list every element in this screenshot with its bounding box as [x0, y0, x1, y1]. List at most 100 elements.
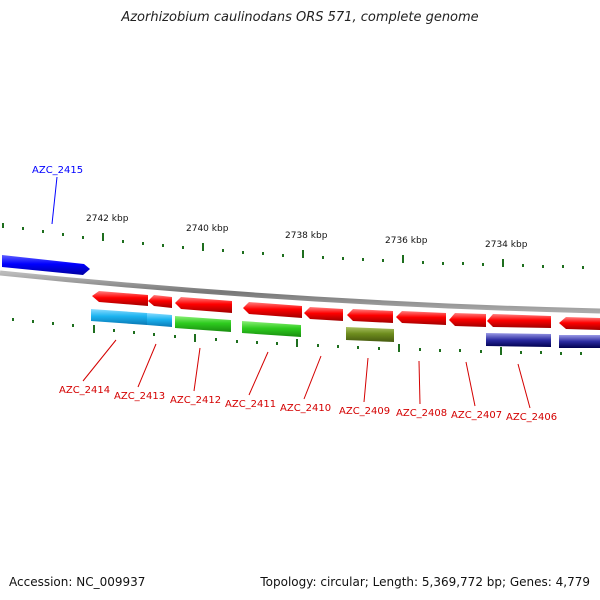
cog-bar [559, 335, 600, 348]
tick-mark [580, 352, 582, 355]
kbp-label: 2740 kbp [186, 224, 229, 234]
tick-mark [222, 249, 224, 252]
tick-mark [215, 338, 217, 341]
tick-mark [337, 345, 339, 348]
gene-AZC_2414[interactable] [92, 291, 148, 306]
tick-mark [262, 252, 264, 255]
cog-bar [91, 309, 147, 325]
tick-mark [459, 349, 461, 352]
tick-mark [342, 257, 344, 260]
leader-line [193, 347, 201, 392]
tick-mark [93, 325, 95, 333]
tick-mark [72, 324, 74, 327]
tick-mark [42, 230, 44, 233]
tick-mark [462, 262, 464, 265]
tick-mark [276, 342, 278, 345]
tick-mark [502, 259, 504, 267]
cog-bar [486, 333, 551, 347]
tick-mark [62, 233, 64, 236]
tick-mark [322, 256, 324, 259]
gene-label-AZC_2408: AZC_2408 [396, 408, 447, 419]
tick-mark [382, 259, 384, 262]
tick-mark [102, 233, 104, 241]
tick-mark [419, 348, 421, 351]
upper-tick-marks [2, 223, 584, 269]
tick-mark [500, 347, 502, 355]
tick-mark [357, 346, 359, 349]
gene-AZC_2406[interactable] [487, 314, 551, 328]
tick-mark [542, 265, 544, 268]
gene-label-AZC_2410: AZC_2410 [280, 403, 331, 414]
tick-mark [378, 347, 380, 350]
leader-line [248, 351, 269, 396]
gene-label-AZC_2412: AZC_2412 [170, 395, 221, 406]
kbp-label: 2742 kbp [86, 214, 129, 224]
tick-mark [402, 255, 404, 263]
cog-category-bars [91, 309, 600, 348]
leader-line [82, 339, 117, 382]
tick-mark [162, 244, 164, 247]
reverse-strand-cds [92, 291, 600, 330]
cog-bar [242, 321, 301, 337]
gene-AZC_2415[interactable] [2, 255, 90, 275]
tick-mark [174, 335, 176, 338]
tick-mark [182, 246, 184, 249]
tick-mark [256, 341, 258, 344]
gene-AZC_2413[interactable] [148, 295, 172, 308]
tick-mark [398, 344, 400, 352]
tick-mark [362, 258, 364, 261]
tick-mark [52, 322, 54, 325]
gene-AZC_2411[interactable] [243, 302, 302, 318]
gene-partial[interactable] [559, 317, 600, 330]
gene-label-AZC_2411: AZC_2411 [225, 399, 276, 410]
kbp-label: 2734 kbp [485, 240, 528, 250]
gene-label-AZC_2415: AZC_2415 [32, 165, 83, 176]
leader-line [303, 355, 322, 400]
tick-mark [582, 266, 584, 269]
leader-line [517, 363, 531, 409]
tick-mark [133, 331, 135, 334]
gene-label-AZC_2414: AZC_2414 [59, 385, 110, 396]
leader-line [465, 361, 476, 407]
gene-AZC_2410[interactable] [304, 307, 343, 321]
tick-mark [22, 227, 24, 230]
kbp-label: 2738 kbp [285, 231, 328, 241]
tick-mark [422, 261, 424, 264]
gene-label-AZC_2413: AZC_2413 [114, 391, 165, 402]
accession-text: Accession: NC_009937 [9, 575, 146, 589]
tick-mark [142, 242, 144, 245]
cog-bar [147, 313, 172, 327]
leader-line [418, 360, 421, 405]
tick-mark [32, 320, 34, 323]
tick-mark [236, 340, 238, 343]
gene-AZC_2412[interactable] [175, 297, 232, 313]
lower-tick-marks [12, 318, 582, 355]
tick-mark [12, 318, 14, 321]
tick-mark [317, 344, 319, 347]
tick-mark [296, 339, 298, 347]
genome-stats-text: Topology: circular; Length: 5,369,772 bp… [260, 575, 590, 589]
tick-mark [480, 350, 482, 353]
tick-mark [2, 223, 4, 228]
tick-mark [560, 352, 562, 355]
tick-mark [282, 254, 284, 257]
tick-mark [302, 250, 304, 258]
tick-mark [522, 264, 524, 267]
gene-AZC_2409[interactable] [347, 309, 393, 323]
gene-label-AZC_2409: AZC_2409 [339, 406, 390, 417]
tick-mark [242, 251, 244, 254]
map-title: Azorhizobium caulinodans ORS 571, comple… [121, 10, 479, 25]
gene-AZC_2407[interactable] [449, 313, 486, 327]
tick-mark [153, 333, 155, 336]
leader-line [363, 357, 369, 403]
tick-mark [482, 263, 484, 266]
tick-mark [194, 334, 196, 342]
leader-line [51, 176, 58, 225]
gene-AZC_2408[interactable] [396, 311, 446, 325]
tick-mark [113, 329, 115, 332]
tick-mark [82, 236, 84, 239]
cog-bar [175, 316, 231, 332]
tick-mark [122, 240, 124, 243]
leader-line [137, 343, 157, 388]
kbp-label: 2736 kbp [385, 236, 428, 246]
